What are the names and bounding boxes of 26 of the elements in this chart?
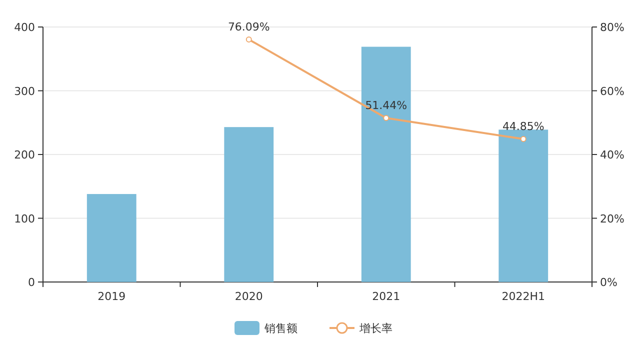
x-tick-label: 2020 — [234, 290, 263, 303]
legend-label: 销售额 — [264, 322, 298, 335]
bar — [361, 46, 411, 282]
bar — [498, 130, 548, 282]
y2-tick-label: 20% — [600, 212, 624, 226]
legend-label: 增长率 — [358, 322, 392, 335]
x-tick-label: 2019 — [98, 290, 126, 303]
data-label: 44.85% — [502, 120, 544, 134]
y2-tick-label: 40% — [600, 148, 624, 162]
y-tick-label: 300 — [14, 84, 36, 98]
y-tick-label: 0 — [28, 276, 36, 289]
x-tick-label: 2021 — [372, 290, 400, 303]
y-tick-label: 100 — [14, 212, 36, 226]
x-tick-label: 2022H1 — [502, 290, 545, 303]
point — [383, 115, 390, 122]
data-label: 76.09% — [228, 20, 270, 34]
y-tick-label: 400 — [14, 21, 36, 34]
point — [520, 136, 526, 142]
y2-tick-label: 0% — [600, 276, 618, 289]
y-tick-label: 200 — [14, 148, 36, 162]
bar — [224, 127, 274, 282]
bar — [86, 194, 136, 282]
y2-tick-label: 60% — [600, 84, 624, 98]
data-label: 51.44% — [365, 99, 408, 112]
point — [246, 36, 252, 42]
y2-tick-label: 80% — [600, 21, 624, 34]
